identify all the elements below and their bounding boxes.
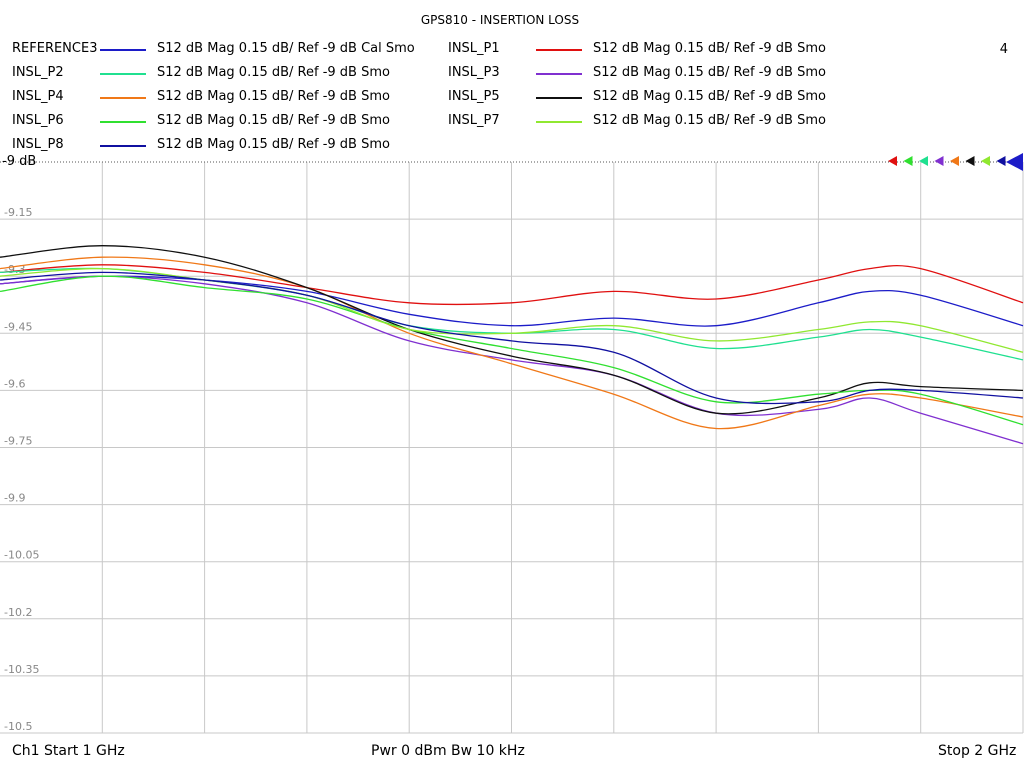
legend-series-description: S12 dB Mag 0.15 dB/ Ref -9 dB Smo <box>157 137 390 152</box>
legend-series-description: S12 dB Mag 0.15 dB/ Ref -9 dB Smo <box>593 89 826 104</box>
legend-series-description: S12 dB Mag 0.15 dB/ Ref -9 dB Cal Smo <box>157 41 415 56</box>
legend-series-name: INSL_P4 <box>12 89 64 104</box>
reference-level-label: -9 dB <box>2 154 37 169</box>
y-tick-label: -9.6 <box>4 377 25 390</box>
series-line-reference3 <box>0 275 1024 327</box>
y-tick-label: -9.75 <box>4 435 32 448</box>
footer-start: Ch1 Start 1 GHz <box>12 743 125 759</box>
legend-series-name: INSL_P6 <box>12 113 64 128</box>
ref-marker-insl_p1 <box>888 156 897 166</box>
legend-series-name: INSL_P3 <box>448 65 500 80</box>
legend-swatch <box>100 49 146 51</box>
legend-swatch <box>536 73 582 75</box>
series-line-insl_p5 <box>0 245 1024 415</box>
legend-series-description: S12 dB Mag 0.15 dB/ Ref -9 dB Smo <box>593 113 826 128</box>
legend-series-description: S12 dB Mag 0.15 dB/ Ref -9 dB Smo <box>157 65 390 80</box>
y-tick-label: -10.35 <box>4 663 39 676</box>
legend-series-description: S12 dB Mag 0.15 dB/ Ref -9 dB Smo <box>157 89 390 104</box>
series-line-insl_p8 <box>0 271 1024 405</box>
legend-swatch <box>536 49 582 51</box>
legend-series-name: INSL_P8 <box>12 137 64 152</box>
footer-stop: Stop 2 GHz <box>938 743 1017 759</box>
y-tick-label: -10.2 <box>4 606 32 619</box>
y-tick-label: -9.45 <box>4 320 32 333</box>
y-tick-label: -9.15 <box>4 206 32 219</box>
legend-series-description: S12 dB Mag 0.15 dB/ Ref -9 dB Smo <box>593 41 826 56</box>
series-line-insl_p3 <box>0 275 1024 445</box>
legend-swatch <box>100 145 146 147</box>
legend-series-name: INSL_P1 <box>448 41 500 56</box>
legend-series-description: S12 dB Mag 0.15 dB/ Ref -9 dB Smo <box>157 113 390 128</box>
ref-marker-reference3 <box>1006 153 1023 171</box>
chart-title: GPS810 - INSERTION LOSS <box>420 13 580 27</box>
legend-series-description: S12 dB Mag 0.15 dB/ Ref -9 dB Smo <box>593 65 826 80</box>
legend-swatch <box>100 73 146 75</box>
legend-swatch <box>536 121 582 123</box>
ref-marker-insl_p5 <box>965 156 975 166</box>
ref-marker-insl_p8 <box>996 156 1006 166</box>
legend-series-name: INSL_P5 <box>448 89 500 104</box>
channel-number: 4 <box>999 42 1008 57</box>
y-tick-label: -9.9 <box>4 492 25 505</box>
legend-series-name: REFERENCE3 <box>12 41 98 56</box>
ref-marker-insl_p4 <box>950 156 959 166</box>
legend-swatch <box>536 97 582 99</box>
series-line-insl_p1 <box>0 264 1024 306</box>
ref-marker-insl_p6 <box>903 156 913 166</box>
series-line-insl_p4 <box>0 256 1024 430</box>
y-tick-label: -10.5 <box>4 720 32 733</box>
ref-marker-insl_p3 <box>934 156 944 166</box>
legend-swatch <box>100 121 146 123</box>
legend-swatch <box>100 97 146 99</box>
legend-series-name: INSL_P2 <box>12 65 64 80</box>
legend-series-name: INSL_P7 <box>448 113 500 128</box>
ref-marker-insl_p7 <box>981 156 990 166</box>
footer-center: Pwr 0 dBm Bw 10 kHz <box>371 743 525 759</box>
y-tick-label: -10.05 <box>4 549 39 562</box>
ref-marker-insl_p2 <box>919 156 928 166</box>
